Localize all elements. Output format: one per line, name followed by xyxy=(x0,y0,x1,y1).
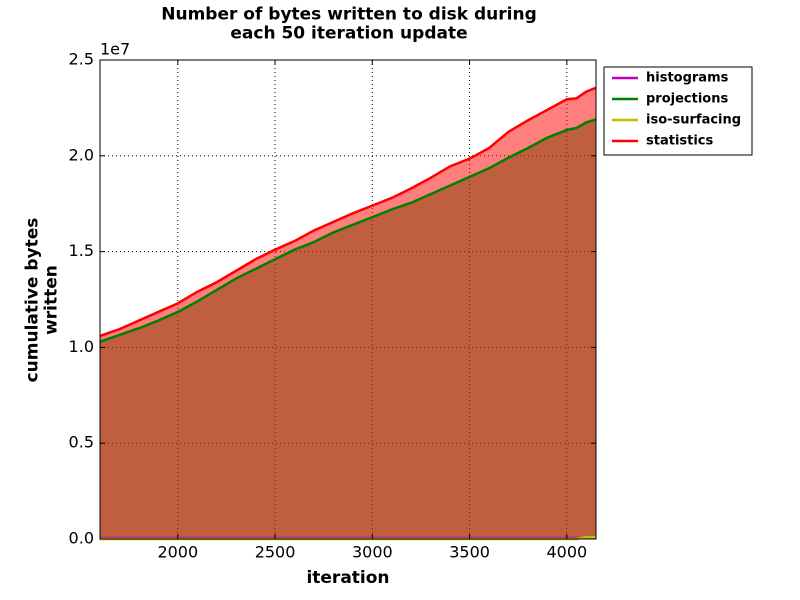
chart-title: Number of bytes written to disk during ea… xyxy=(161,5,537,44)
area-line xyxy=(99,86,597,338)
y-tick-label: 2.0 xyxy=(69,145,94,164)
plot-frame xyxy=(99,59,597,540)
y-tick-label: 1.5 xyxy=(69,241,94,260)
legend-label: projections xyxy=(646,92,728,107)
y-offset-label: 1e7 xyxy=(100,40,130,59)
x-tick-label: 2000 xyxy=(157,543,198,562)
x-tick-label: 2500 xyxy=(255,543,296,562)
y-tick-label: 2.5 xyxy=(69,50,94,69)
x-tick-label: 3000 xyxy=(352,543,393,562)
area-fill xyxy=(100,87,596,540)
area-line xyxy=(99,118,597,343)
legend-label: iso-surfacing xyxy=(646,113,741,128)
y-axis-label: cumulative byteswritten xyxy=(23,218,62,383)
y-tick-label: 1.0 xyxy=(69,337,94,356)
x-axis-label: iteration xyxy=(306,568,389,588)
legend-label: statistics xyxy=(646,134,714,149)
legend-label: histograms xyxy=(646,71,729,86)
x-tick-label: 4000 xyxy=(546,543,587,562)
y-tick-label: 0.0 xyxy=(69,529,94,548)
legend-box xyxy=(603,66,753,156)
x-tick-label: 3500 xyxy=(449,543,490,562)
y-tick-label: 0.5 xyxy=(69,433,94,452)
